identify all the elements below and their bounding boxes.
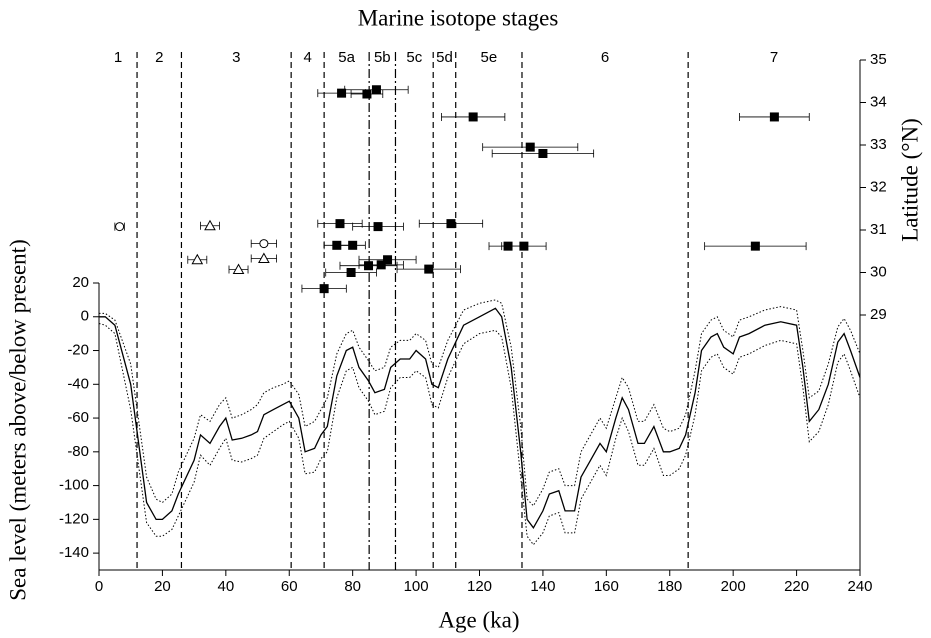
x-tick-label: 180	[657, 578, 682, 595]
y-tick-label: -80	[67, 443, 89, 460]
point	[373, 222, 383, 232]
point	[364, 261, 374, 271]
sea-level-line	[99, 299, 861, 507]
y-tick-label: -60	[67, 409, 89, 426]
stage-label: 1	[114, 49, 122, 66]
point	[468, 112, 478, 122]
y-tick-label: -20	[67, 341, 89, 358]
x-tick-label: 60	[281, 578, 298, 595]
x-tick-label: 140	[530, 578, 555, 595]
stage-label: 5d	[436, 49, 453, 66]
y2-tick-label: 31	[870, 221, 887, 238]
point	[204, 219, 216, 231]
y2-tick-label: 32	[870, 178, 887, 195]
stage-label: 6	[601, 49, 609, 66]
point	[335, 219, 345, 229]
y-axis-label: Sea level (meters above/below present)	[5, 239, 30, 600]
y2-tick-label: 33	[870, 136, 887, 153]
point	[232, 263, 245, 275]
x-tick-label: 200	[721, 578, 746, 595]
point	[348, 240, 358, 250]
y-tick-label: 20	[72, 274, 89, 291]
point	[115, 222, 125, 232]
x-tick-label: 0	[95, 578, 103, 595]
point	[319, 284, 329, 294]
x-tick-label: 20	[154, 578, 171, 595]
stage-label: 3	[232, 49, 240, 66]
stage-label: 2	[155, 49, 163, 66]
x-axis-label: Age (ka)	[438, 607, 519, 632]
y2-tick-label: 30	[870, 263, 887, 280]
point	[446, 219, 456, 229]
y-tick-label: -140	[59, 544, 89, 561]
x-tick-label: 120	[467, 578, 492, 595]
point	[519, 241, 529, 251]
point	[769, 112, 779, 122]
point	[191, 253, 204, 265]
x-tick-label: 240	[847, 578, 872, 595]
chart-title: Marine isotope stages	[358, 5, 559, 30]
point	[337, 88, 347, 98]
point	[750, 241, 760, 251]
y-tick-label: 0	[81, 308, 89, 325]
y2-tick-label: 34	[870, 93, 887, 110]
point	[525, 142, 535, 152]
stage-label: 5b	[374, 49, 391, 66]
point	[346, 268, 356, 277]
point	[538, 149, 548, 158]
x-tick-label: 220	[784, 578, 809, 595]
y2-axis-label: Latitude (°N)	[897, 118, 922, 242]
point	[383, 255, 393, 265]
x-tick-label: 100	[404, 578, 429, 595]
point	[259, 239, 269, 249]
stage-label: 4	[303, 49, 311, 66]
x-tick-label: 160	[594, 578, 619, 595]
sea-level-line	[99, 307, 861, 529]
point	[258, 252, 270, 263]
x-tick-label: 40	[217, 578, 234, 595]
x-tick-label: 80	[344, 578, 361, 595]
point	[376, 260, 386, 270]
stage-label: 7	[770, 49, 778, 66]
stage-label: 5a	[338, 49, 355, 66]
y2-tick-label: 29	[870, 306, 887, 323]
y-tick-label: -40	[67, 375, 89, 392]
point	[424, 264, 434, 274]
y-tick-label: -120	[59, 510, 89, 527]
y2-tick-label: 35	[870, 51, 887, 68]
stage-label: 5c	[406, 49, 422, 66]
sea-level-line	[98, 323, 861, 546]
point	[362, 89, 372, 99]
point	[371, 85, 381, 95]
stage-label: 5e	[481, 49, 498, 66]
y-tick-label: -100	[59, 477, 89, 494]
